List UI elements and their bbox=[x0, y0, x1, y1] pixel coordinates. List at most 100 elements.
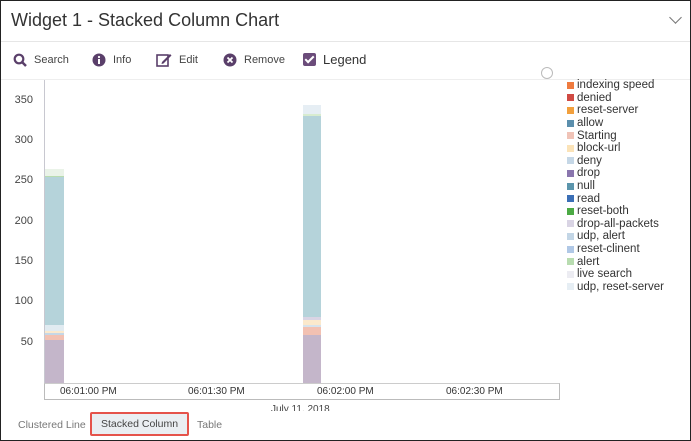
legend-swatch bbox=[567, 220, 574, 228]
legend-label: udp, alert bbox=[577, 230, 625, 243]
legend-item[interactable]: null bbox=[567, 180, 664, 193]
bar-segment-deny[interactable] bbox=[45, 332, 64, 335]
tab-clustered-line[interactable]: Clustered Line bbox=[18, 419, 86, 431]
y-tick-label: 350 bbox=[14, 93, 33, 106]
legend-swatch bbox=[567, 132, 574, 140]
legend-swatch bbox=[567, 195, 574, 203]
legend-item[interactable]: reset-clinent bbox=[567, 243, 664, 256]
circle-icon bbox=[541, 67, 553, 79]
legend-label: live search bbox=[577, 268, 632, 281]
y-tick-label: 300 bbox=[14, 134, 33, 146]
search-icon bbox=[13, 53, 27, 67]
legend-item[interactable]: indexing speed bbox=[567, 79, 664, 92]
legend-label: reset-both bbox=[577, 205, 629, 218]
legend-swatch bbox=[567, 94, 574, 102]
bar-segment-block-url[interactable] bbox=[303, 320, 321, 325]
legend-swatch bbox=[567, 283, 574, 291]
bar-segment-null[interactable] bbox=[45, 177, 64, 325]
legend-swatch bbox=[567, 169, 574, 177]
legend-item[interactable]: alert bbox=[567, 255, 664, 268]
legend-toggle[interactable]: Legend bbox=[303, 52, 366, 67]
bar-segment-deny[interactable] bbox=[303, 324, 321, 328]
legend-item[interactable]: udp, alert bbox=[567, 230, 664, 243]
legend-label: indexing speed bbox=[577, 79, 655, 92]
bar-segment-udp-reset-server[interactable] bbox=[45, 324, 64, 331]
legend-label: udp, reset-server bbox=[577, 280, 664, 293]
x-tick-label: 06:01:30 PM bbox=[188, 386, 245, 397]
bar-segment-live-search[interactable] bbox=[45, 169, 64, 176]
legend-label: reset-server bbox=[577, 104, 639, 117]
bar-segment-null[interactable] bbox=[303, 115, 321, 317]
bar-segment-drop[interactable] bbox=[45, 340, 64, 383]
info-label: Info bbox=[113, 54, 132, 66]
bar-segment-alert[interactable] bbox=[303, 114, 321, 116]
bar-segment-drop[interactable] bbox=[303, 335, 321, 383]
y-tick-label: 250 bbox=[14, 174, 33, 187]
remove-icon bbox=[223, 53, 237, 67]
legend-item[interactable]: drop bbox=[567, 167, 664, 180]
info-icon bbox=[92, 53, 106, 67]
legend-item[interactable]: allow bbox=[567, 117, 664, 130]
edit-button[interactable]: Edit bbox=[156, 53, 198, 67]
legend-label: alert bbox=[577, 255, 600, 268]
legend-label: reset-clinent bbox=[577, 243, 640, 256]
legend-label: drop-all-packets bbox=[577, 217, 659, 230]
chevron-down-icon[interactable] bbox=[669, 11, 682, 24]
legend-item[interactable]: block-url bbox=[567, 142, 664, 155]
bar-segment-drop-all-packets[interactable] bbox=[303, 316, 321, 321]
remove-label: Remove bbox=[244, 54, 285, 66]
remove-button[interactable]: Remove bbox=[223, 53, 285, 67]
checkbox-checked-icon[interactable] bbox=[303, 53, 316, 66]
bar-segment-starting[interactable] bbox=[303, 327, 321, 336]
legend-swatch bbox=[567, 258, 574, 266]
bar-segment-block-url[interactable] bbox=[45, 330, 64, 333]
search-label: Search bbox=[34, 54, 69, 66]
legend-swatch bbox=[567, 207, 574, 215]
bar-segment-udp-reset-server[interactable] bbox=[303, 104, 321, 115]
tab-table[interactable]: Table bbox=[197, 419, 223, 431]
tab-stacked-column[interactable]: Stacked Column bbox=[90, 412, 190, 436]
legend-label: Legend bbox=[323, 52, 367, 67]
legend-label: null bbox=[577, 180, 595, 193]
legend-item[interactable]: Starting bbox=[567, 129, 664, 142]
legend-item[interactable]: reset-both bbox=[567, 205, 664, 218]
info-button[interactable]: Info bbox=[92, 53, 131, 67]
legend-item[interactable]: drop-all-packets bbox=[567, 218, 664, 231]
legend-label: Starting bbox=[577, 129, 617, 142]
legend-swatch bbox=[567, 157, 574, 165]
y-tick-label: 150 bbox=[14, 255, 33, 267]
widget-title: Widget 1 - Stacked Column Chart bbox=[11, 10, 280, 30]
legend-label: drop bbox=[577, 167, 601, 180]
y-axis-line bbox=[44, 80, 45, 383]
x-tick-label: 06:02:30 PM bbox=[446, 386, 503, 397]
search-button[interactable]: Search bbox=[13, 53, 69, 67]
x-axis-label: July 11, 2018 bbox=[271, 404, 330, 411]
toolbar: Search Info Edit Remove Legend bbox=[1, 42, 690, 80]
legend-label: deny bbox=[577, 154, 602, 167]
legend-swatch bbox=[567, 245, 574, 253]
bar-segment-starting[interactable] bbox=[45, 334, 64, 341]
legend-swatch bbox=[567, 119, 574, 127]
chart-legend: indexing speed denied reset-server allow Sta… bbox=[567, 79, 664, 293]
legend-label: read bbox=[577, 192, 601, 205]
y-tick-label: 100 bbox=[14, 295, 33, 308]
legend-swatch bbox=[567, 81, 574, 89]
legend-label: allow bbox=[577, 117, 604, 130]
legend-item[interactable]: read bbox=[567, 192, 664, 205]
bar-segment-alert[interactable] bbox=[45, 175, 64, 178]
x-axis-navigator[interactable] bbox=[44, 383, 560, 400]
legend-item[interactable]: denied bbox=[567, 92, 664, 105]
legend-swatch bbox=[567, 270, 574, 278]
legend-swatch bbox=[567, 106, 574, 114]
legend-item[interactable]: live search bbox=[567, 268, 664, 281]
edit-label: Edit bbox=[179, 54, 198, 66]
legend-label: block-url bbox=[577, 142, 621, 155]
legend-swatch bbox=[567, 182, 574, 190]
x-tick-label: 06:02:00 PM bbox=[317, 386, 374, 397]
legend-item[interactable]: udp, reset-server bbox=[567, 281, 664, 294]
legend-item[interactable]: reset-server bbox=[567, 104, 664, 117]
legend-label: denied bbox=[577, 91, 612, 104]
legend-item[interactable]: deny bbox=[567, 155, 664, 168]
chart-type-tabs: Clustered Line Stacked Column Table bbox=[1, 411, 690, 437]
